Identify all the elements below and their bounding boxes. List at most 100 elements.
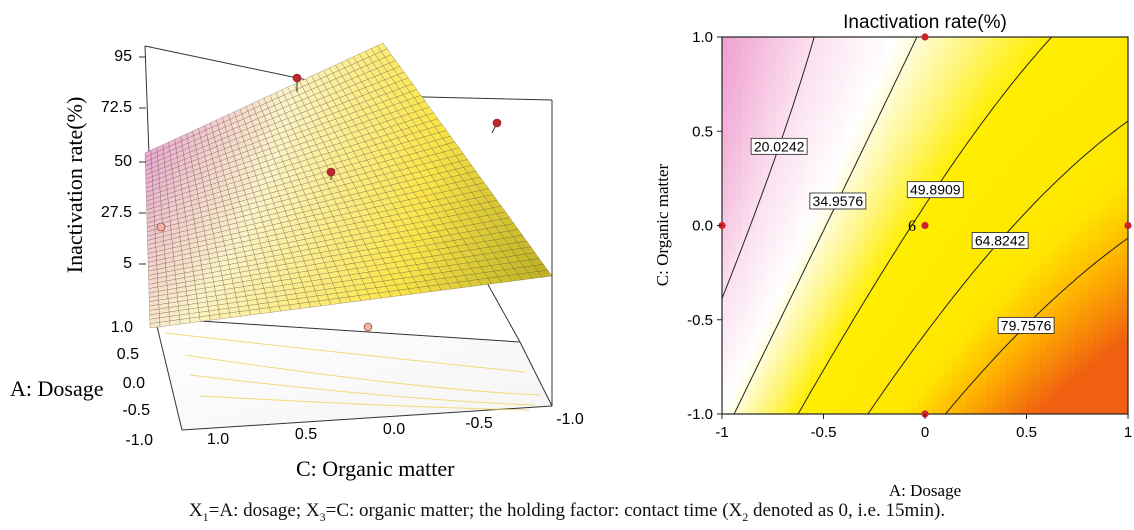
heatmap-cell — [864, 376, 872, 384]
heatmap-cell — [925, 244, 933, 252]
heatmap-cell — [911, 300, 919, 308]
heatmap-cell — [985, 250, 994, 258]
heatmap-cell — [1073, 307, 1082, 315]
heatmap-cell — [945, 87, 953, 95]
heatmap-cell — [884, 351, 892, 359]
heatmap-cell — [1067, 263, 1075, 271]
heatmap-cell — [803, 370, 811, 377]
heatmap-cell — [837, 225, 845, 233]
heatmap-cell — [884, 282, 892, 289]
heatmap-cell — [789, 256, 798, 264]
heatmap-cell — [870, 370, 879, 377]
heatmap-cell — [1073, 124, 1082, 132]
heatmap-cell — [979, 363, 987, 371]
heatmap-cell — [796, 194, 804, 201]
heatmap-cell — [1033, 68, 1041, 76]
heatmap-cell — [1006, 143, 1014, 151]
heatmap-cell — [803, 131, 811, 139]
heatmap-cell — [755, 294, 764, 302]
heatmap-cell — [1006, 344, 1014, 352]
heatmap-cell — [952, 143, 960, 151]
heatmap-cell — [722, 263, 730, 271]
heatmap-cell — [884, 150, 892, 157]
heatmap-cell — [897, 168, 906, 176]
heatmap-cell — [938, 162, 946, 170]
heatmap-cell — [972, 363, 980, 371]
heatmap-cell — [1073, 332, 1082, 340]
heatmap-cell — [843, 395, 852, 403]
heatmap-cell — [891, 307, 899, 315]
heatmap-cell — [992, 168, 1001, 176]
heatmap-cell — [830, 131, 838, 139]
heatmap-cell — [1080, 300, 1088, 308]
heatmap-cell — [722, 143, 730, 151]
heatmap-cell — [938, 68, 946, 76]
heatmap-cell — [789, 118, 798, 126]
heatmap-cell — [755, 269, 764, 277]
heatmap-cell — [1033, 238, 1041, 245]
heatmap-cell — [952, 168, 960, 176]
heatmap-cell — [1019, 131, 1028, 139]
heatmap-cell — [864, 300, 872, 308]
heatmap-cell — [985, 99, 994, 107]
heatmap-cell — [816, 181, 825, 189]
heatmap-cell — [918, 74, 926, 82]
heatmap-cell — [1040, 244, 1048, 252]
heatmap-cell — [735, 175, 743, 183]
heatmap-cell — [1033, 37, 1041, 44]
heatmap-cell — [965, 269, 973, 277]
heatmap-cell — [830, 351, 838, 359]
heatmap-cell — [864, 55, 872, 63]
heatmap-cell — [870, 256, 879, 264]
heatmap-cell — [782, 206, 791, 214]
heatmap-cell — [870, 313, 879, 321]
heatmap-cell — [1019, 93, 1028, 101]
heatmap-cell — [891, 181, 899, 189]
c-axis-ticks: 1.0 0.5 0.0 -0.5 -1.0 — [207, 411, 584, 448]
heatmap-cell — [904, 93, 913, 101]
heatmap-cell — [972, 62, 980, 70]
heatmap-cell — [803, 99, 811, 107]
heatmap-cell — [1053, 156, 1061, 164]
heatmap-cell — [891, 62, 899, 70]
heatmap-cell — [742, 181, 750, 189]
heatmap-cell — [1033, 231, 1041, 239]
heatmap-cell — [972, 93, 980, 101]
heatmap-cell — [891, 187, 899, 195]
heatmap-cell — [1094, 363, 1102, 371]
heatmap-cell — [843, 143, 852, 151]
heatmap-cell — [1019, 351, 1028, 359]
heatmap-cell — [897, 112, 906, 120]
heatmap-cell — [755, 319, 764, 327]
heatmap-cell — [931, 363, 940, 371]
heatmap-cell — [1033, 43, 1041, 51]
heatmap-cell — [722, 370, 730, 377]
heatmap-cell — [897, 43, 906, 51]
heatmap-cell — [1006, 395, 1014, 403]
heatmap-cell — [877, 319, 885, 327]
heatmap-cell — [722, 225, 730, 233]
heatmap-cell — [837, 124, 845, 132]
heatmap-cell — [837, 231, 845, 239]
heatmap-cell — [823, 363, 831, 371]
surface-a-label: A: Dosage — [10, 376, 103, 401]
heatmap-cell — [992, 37, 1001, 44]
heatmap-cell — [816, 106, 825, 113]
heatmap-cell — [1026, 351, 1034, 359]
heatmap-cell — [722, 407, 730, 414]
heatmap-cell — [1087, 156, 1095, 164]
heatmap-cell — [789, 225, 798, 233]
heatmap-cell — [972, 357, 980, 365]
heatmap-cell — [931, 124, 940, 132]
heatmap-cell — [728, 395, 737, 403]
heatmap-cell — [1026, 244, 1034, 252]
heatmap-cell — [735, 106, 743, 113]
heatmap-cell — [958, 106, 967, 113]
heatmap-cell — [749, 55, 757, 63]
heatmap-cell — [979, 407, 987, 414]
heatmap-cell — [1006, 206, 1014, 214]
heatmap-cell — [830, 238, 838, 245]
heatmap-cell — [877, 68, 885, 76]
heatmap-cell — [1026, 162, 1034, 170]
heatmap-cell — [1046, 282, 1055, 289]
